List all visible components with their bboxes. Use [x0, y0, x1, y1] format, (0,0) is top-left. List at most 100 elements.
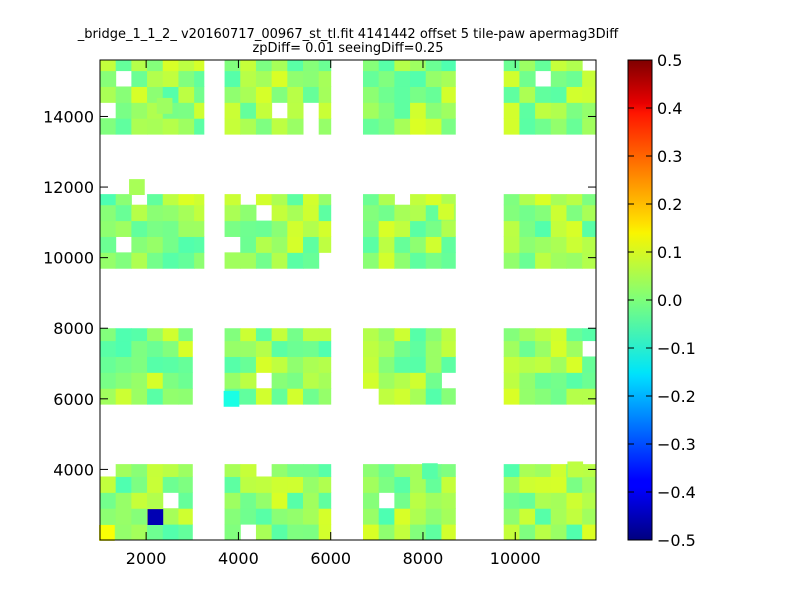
heatmap-cell: [394, 388, 411, 405]
heatmap-cell: [394, 252, 411, 269]
heatmap-cell: [535, 356, 552, 373]
heatmap-cell: [441, 340, 456, 357]
heatmap-cell: [271, 86, 288, 103]
heatmap-cell: [224, 252, 241, 269]
heatmap-cell: [378, 60, 395, 72]
heatmap-cell: [162, 524, 179, 541]
heatmap-cell: [240, 372, 257, 389]
heatmap-cell: [519, 372, 536, 389]
heatmap-cell: [115, 492, 132, 509]
heatmap-cell: [318, 464, 332, 477]
heatmap-cell: [519, 220, 536, 237]
heatmap-cell: [535, 86, 552, 103]
heatmap-cell: [287, 252, 304, 269]
heatmap-cell: [147, 328, 164, 342]
heatmap-outlier-cell: [567, 461, 584, 478]
heatmap-cell: [441, 388, 456, 405]
heatmap-cell: [378, 328, 395, 342]
heatmap-cell: [535, 464, 552, 477]
heatmap-cell: [519, 464, 536, 477]
heatmap-cell: [519, 204, 536, 222]
heatmap-cell: [178, 204, 195, 222]
heatmap-cell: [378, 220, 395, 237]
heatmap-cell: [441, 508, 456, 525]
heatmap-cell: [115, 388, 132, 405]
heatmap-cell: [582, 252, 597, 269]
heatmap-cell: [394, 492, 411, 509]
heatmap-cell: [362, 204, 380, 222]
heatmap-cell: [240, 220, 257, 237]
heatmap-cell: [410, 60, 427, 72]
heatmap-cell: [550, 60, 567, 72]
heatmap-cell: [303, 194, 320, 206]
heatmap-cell: [303, 204, 320, 222]
heatmap-cell: [240, 340, 257, 357]
heatmap-cell: [535, 236, 552, 253]
heatmap-cell: [178, 340, 193, 357]
heatmap-cell: [582, 372, 597, 389]
heatmap-cell: [535, 60, 552, 72]
heatmap-cell: [566, 236, 583, 253]
heatmap-cell: [425, 204, 442, 222]
heatmap-cell: [318, 340, 332, 357]
y-tick-label: 8000: [53, 319, 94, 338]
y-tick-label: 4000: [53, 460, 94, 479]
heatmap-cell: [147, 204, 164, 222]
colorbar-tick-label: 0.4: [657, 99, 682, 118]
heatmap-cell: [224, 102, 241, 119]
heatmap-cell: [240, 236, 257, 253]
heatmap-cell: [566, 60, 583, 72]
heatmap-cell: [582, 328, 597, 342]
heatmap-cell: [240, 388, 257, 405]
heatmap-cell: [519, 524, 536, 541]
heatmap-cell: [131, 340, 148, 357]
heatmap-cell: [582, 194, 597, 206]
heatmap-cell: [178, 70, 195, 87]
heatmap-cell: [378, 86, 395, 103]
heatmap-cell: [503, 388, 520, 405]
heatmap-cell: [287, 372, 304, 389]
heatmap-cell: [519, 508, 536, 525]
heatmap-cell: [362, 508, 380, 525]
heatmap-cell: [362, 492, 380, 509]
heatmap-cell: [378, 464, 395, 477]
heatmap-cell: [287, 476, 304, 493]
heatmap-cell: [147, 524, 164, 541]
heatmap-cell: [255, 118, 273, 135]
heatmap-cell: [131, 220, 148, 237]
heatmap-cell: [178, 464, 193, 477]
heatmap-cell: [287, 508, 304, 525]
colorbar-tick-label: 0.0: [657, 291, 682, 310]
heatmap-cell: [224, 60, 241, 72]
heatmap-cell: [503, 102, 520, 119]
heatmap-cell: [271, 252, 288, 269]
heatmap-cell: [224, 464, 241, 477]
heatmap-cell: [178, 194, 195, 206]
heatmap-cell: [178, 356, 193, 373]
heatmap-cell: [131, 524, 148, 541]
x-tick-label: 10000: [490, 549, 541, 568]
heatmap-cell: [240, 60, 257, 72]
heatmap-outlier-cell: [438, 203, 454, 220]
heatmap-cell: [550, 356, 567, 373]
heatmap-cell: [271, 194, 288, 206]
heatmap-cell: [410, 194, 427, 206]
heatmap-cell: [287, 194, 304, 206]
heatmap-cell: [318, 86, 332, 103]
heatmap-cell: [271, 204, 288, 222]
heatmap-cell: [303, 356, 320, 373]
heatmap-cell: [582, 524, 597, 541]
heatmap-cell: [566, 340, 583, 357]
heatmap-cell: [162, 340, 179, 357]
heatmap-cell: [535, 118, 552, 135]
heatmap-cell: [550, 236, 567, 253]
heatmap-cell: [147, 60, 164, 72]
heatmap-cell: [147, 252, 164, 269]
heatmap-cell: [394, 328, 411, 342]
heatmap-cell: [100, 220, 117, 237]
heatmap-cell: [115, 476, 132, 493]
heatmap-cell: [240, 102, 257, 119]
heatmap-cell: [378, 372, 395, 389]
heatmap-cell: [178, 220, 195, 237]
heatmap-cell: [378, 340, 395, 357]
